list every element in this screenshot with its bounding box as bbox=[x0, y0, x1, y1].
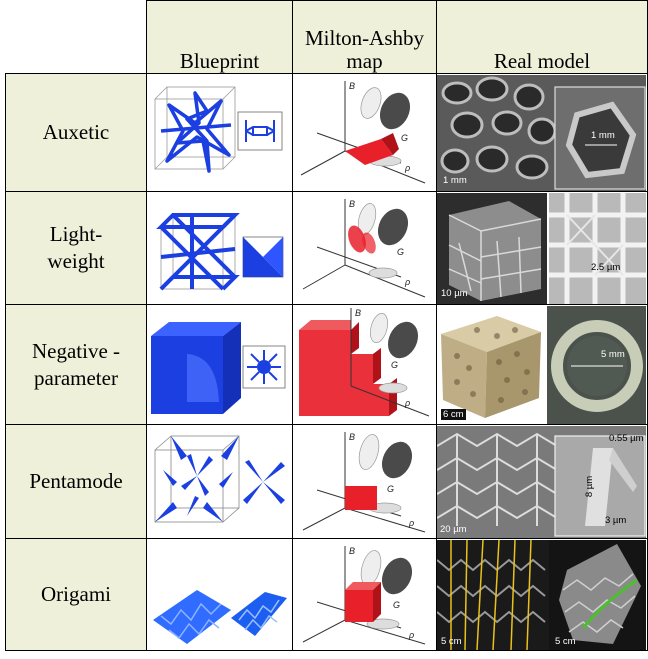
row-auxetic: Auxetic B bbox=[5, 73, 648, 192]
scale-bar-label: 10 µm bbox=[441, 288, 468, 299]
scale-bar-label: 8 µm bbox=[584, 475, 596, 498]
origami-photo bbox=[437, 539, 646, 650]
scale-bar-label: 2.5 µm bbox=[591, 262, 621, 273]
row-light-weight: Light-weight B G ρ bbox=[5, 191, 648, 305]
axis-b-label: B bbox=[349, 81, 355, 91]
row-label-text: Negative - parameter bbox=[31, 338, 121, 390]
axis-g-label: G bbox=[391, 360, 398, 370]
map-negative-parameter: B G ρ bbox=[292, 304, 437, 425]
row-pentamode: Pentamode B bbox=[5, 424, 648, 539]
axis-rho-label: ρ bbox=[404, 277, 410, 287]
map-auxetic: B G ρ bbox=[292, 73, 437, 192]
row-negative-parameter: Negative - parameter B G bbox=[5, 304, 648, 425]
photo-negative-parameter: 6 cm 5 mm bbox=[436, 304, 648, 425]
photo-light-weight: 10 µm 2.5 µm bbox=[436, 191, 648, 305]
axis-rho-label: ρ bbox=[408, 518, 414, 528]
axis-b-label: B bbox=[349, 546, 355, 556]
pentamode-blueprint-image bbox=[154, 435, 285, 522]
map-origami: B G ρ bbox=[292, 538, 437, 651]
header-milton-ashby-label: Milton-Ashby map bbox=[304, 26, 424, 73]
negative-parameter-photo bbox=[437, 305, 646, 424]
blueprint-light-weight bbox=[146, 191, 293, 305]
negative-parameter-blueprint-image bbox=[151, 321, 286, 414]
map-light-weight: B G ρ bbox=[292, 191, 437, 305]
blueprint-auxetic bbox=[146, 73, 293, 192]
origami-blueprint-image bbox=[153, 589, 287, 644]
axis-b-label: B bbox=[349, 199, 355, 209]
scale-bar-label: 5 cm bbox=[555, 636, 576, 647]
axis-rho-label: ρ bbox=[404, 398, 410, 408]
lightweight-photo bbox=[437, 192, 646, 304]
scale-bar-label: 5 mm bbox=[601, 349, 625, 360]
header-blueprint: Blueprint bbox=[146, 0, 293, 74]
axis-g-label: G bbox=[387, 484, 394, 494]
row-label: Pentamode bbox=[5, 424, 147, 539]
scale-bar-label: 1 mm bbox=[443, 175, 467, 186]
pentamode-map-image: B G ρ bbox=[302, 431, 426, 532]
axis-g-label: G bbox=[401, 133, 408, 143]
header-row: Blueprint Milton-Ashby map Real model bbox=[5, 0, 648, 74]
auxetic-photo bbox=[437, 74, 646, 191]
corner-cell bbox=[5, 0, 147, 74]
scale-bar-label: 3 µm bbox=[605, 515, 627, 526]
axis-rho-label: ρ bbox=[404, 163, 410, 173]
negative-parameter-map-image: B G ρ bbox=[299, 307, 430, 416]
map-pentamode: B G ρ bbox=[292, 424, 437, 539]
header-real-model: Real model bbox=[436, 0, 648, 74]
axis-rho-label: ρ bbox=[408, 630, 414, 640]
row-label: Origami bbox=[5, 538, 147, 651]
auxetic-blueprint-image bbox=[154, 86, 283, 173]
scale-bar-label: 0.55 µm bbox=[609, 433, 644, 444]
axis-b-label: B bbox=[349, 432, 355, 442]
photo-origami: 5 cm 5 cm bbox=[436, 538, 648, 651]
scale-bar-label: 1 mm bbox=[591, 130, 615, 141]
axis-b-label: B bbox=[355, 308, 361, 318]
row-label: Light-weight bbox=[5, 191, 147, 305]
blueprint-pentamode bbox=[146, 424, 293, 539]
row-label: Auxetic bbox=[5, 73, 147, 192]
axis-g-label: G bbox=[397, 247, 404, 257]
row-label-text: Light-weight bbox=[47, 222, 105, 273]
blueprint-negative-parameter bbox=[146, 304, 293, 425]
photo-auxetic: 1 mm 1 mm bbox=[436, 73, 648, 192]
pentamode-photo bbox=[437, 425, 646, 538]
origami-map-image: B G ρ bbox=[302, 545, 426, 644]
row-label: Negative - parameter bbox=[5, 304, 147, 425]
blueprint-origami bbox=[146, 538, 293, 651]
scale-bar-label: 20 µm bbox=[440, 524, 467, 535]
row-origami: Origami B G ρ bbox=[5, 538, 648, 651]
axis-g-label: G bbox=[393, 600, 400, 610]
metamaterials-table: Blueprint Milton-Ashby map Real model Au… bbox=[5, 0, 648, 651]
header-milton-ashby-map: Milton-Ashby map bbox=[292, 0, 437, 74]
lightweight-blueprint-image bbox=[156, 212, 284, 290]
scale-bar-label: 5 cm bbox=[441, 636, 462, 647]
lightweight-map-image: B G ρ bbox=[302, 198, 426, 297]
photo-pentamode: 20 µm 0.55 µm 8 µm 3 µm bbox=[436, 424, 648, 539]
scale-bar-label: 6 cm bbox=[441, 409, 466, 420]
auxetic-map-image: B G ρ bbox=[300, 80, 426, 183]
